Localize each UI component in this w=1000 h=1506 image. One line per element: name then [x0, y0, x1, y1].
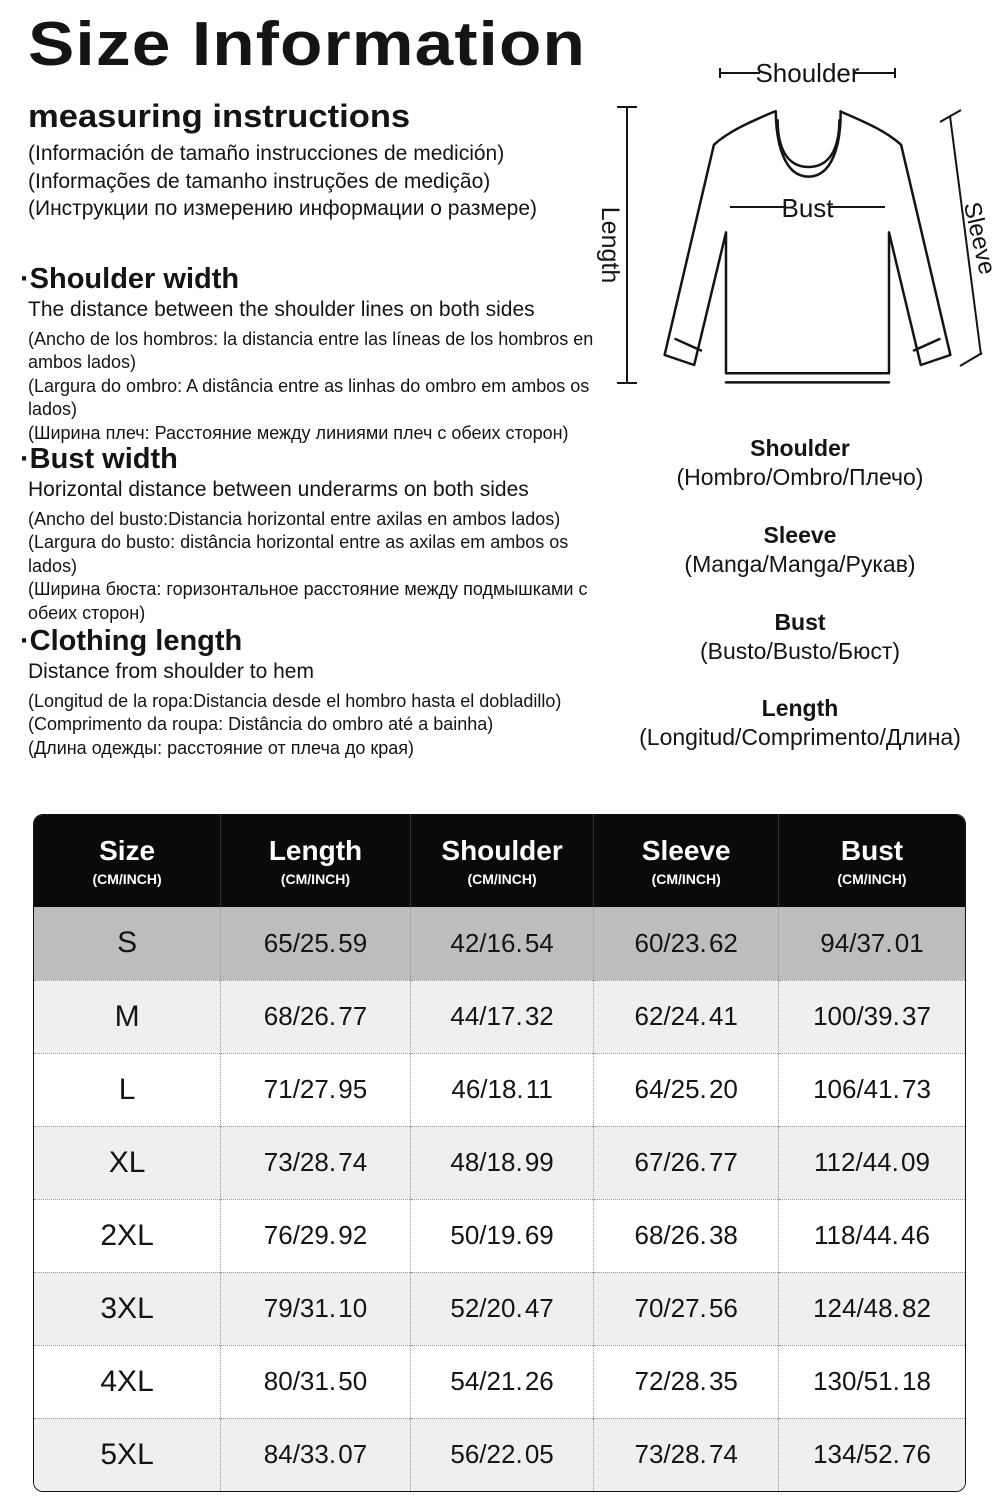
svg-text:Length: Length — [596, 207, 624, 283]
svg-text:Shoulder: Shoulder — [755, 58, 859, 88]
svg-text:Sleeve: Sleeve — [958, 200, 1000, 278]
svg-text:Bust: Bust — [781, 193, 834, 223]
